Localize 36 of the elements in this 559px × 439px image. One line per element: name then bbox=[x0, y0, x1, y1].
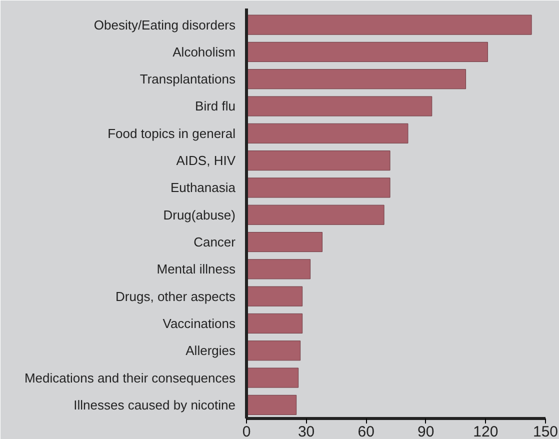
y-tick-label: Allergies bbox=[186, 343, 236, 358]
x-tick-label: 60 bbox=[358, 424, 374, 439]
y-tick-label: Illnesses caused by nicotine bbox=[74, 397, 236, 412]
bar bbox=[246, 232, 322, 252]
y-tick-label: Food topics in general bbox=[108, 126, 236, 141]
y-tick-label: Bird flu bbox=[195, 98, 236, 114]
bar bbox=[246, 259, 311, 280]
y-tick-label: Mental illness bbox=[156, 262, 236, 277]
y-tick-label: Alcoholism bbox=[172, 44, 236, 60]
x-tick-label: 90 bbox=[418, 424, 434, 439]
bar bbox=[246, 14, 532, 35]
x-tick-label: 30 bbox=[298, 424, 315, 439]
bar bbox=[246, 204, 384, 225]
y-tick-label: Transplantations bbox=[140, 72, 236, 87]
bar bbox=[246, 178, 390, 198]
bar bbox=[246, 394, 297, 415]
y-tick-label: Drugs, other aspects bbox=[116, 288, 236, 304]
bar bbox=[246, 42, 488, 62]
y-tick-label: Obesity/Eating disorders bbox=[94, 17, 236, 32]
y-tick-label: Cancer bbox=[194, 234, 236, 250]
x-tick-label: 120 bbox=[473, 424, 498, 439]
bar bbox=[246, 313, 303, 334]
y-tick-label: AIDS, HIV bbox=[176, 153, 236, 168]
y-tick-label: Drug(abuse) bbox=[163, 207, 236, 222]
bar bbox=[246, 340, 301, 361]
bar bbox=[246, 96, 432, 116]
x-tick-label: 0 bbox=[242, 424, 251, 439]
bar bbox=[246, 150, 390, 171]
bar bbox=[246, 368, 299, 388]
y-tick-label: Vaccinations bbox=[162, 316, 236, 331]
bar bbox=[246, 123, 408, 144]
bar bbox=[246, 69, 466, 90]
y-tick-label: Medications and their consequences bbox=[24, 370, 236, 386]
x-tick-label: 150 bbox=[532, 424, 558, 439]
y-tick-label: Euthanasia bbox=[170, 180, 236, 196]
bar bbox=[246, 286, 303, 306]
